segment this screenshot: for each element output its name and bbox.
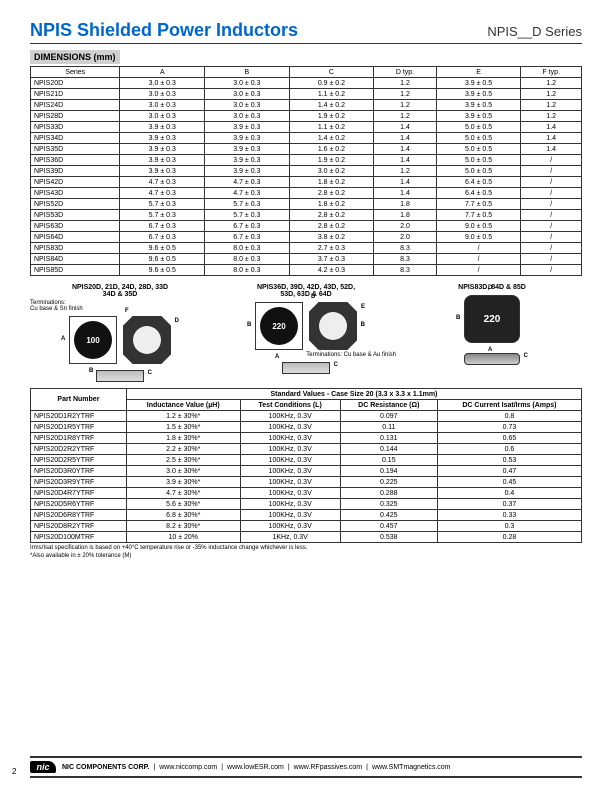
page-number: 2 <box>12 767 16 776</box>
table-row: NPIS33D3.9 ± 0.33.9 ± 0.31.1 ± 0.21.45.0… <box>31 122 582 133</box>
package-side-view <box>96 370 144 382</box>
table-row: NPIS20D1R5YTRF1.5 ± 30%*100KHz, 0.3V0.11… <box>31 422 582 433</box>
table-row: NPIS20D4R7YTRF4.7 ± 30%*100KHz, 0.3V0.28… <box>31 488 582 499</box>
table-row: NPIS20D100MTRF10 ± 20%1KHz, 0.3V0.5380.2… <box>31 532 582 543</box>
table-row: NPIS83D9.6 ± 0.58.0 ± 0.32.7 ± 0.38.3// <box>31 243 582 254</box>
col-inductance: Inductance Value (µH) <box>126 400 240 411</box>
table-row: NPIS20D8R2YTRF8.2 ± 30%*100KHz, 0.3V0.45… <box>31 521 582 532</box>
dimensions-table: SeriesABCD typ.EF typ. NPIS20D3.0 ± 0.33… <box>30 66 582 276</box>
dim-col: D typ. <box>374 67 437 78</box>
company-name: NIC COMPONENTS CORP. <box>62 764 149 771</box>
package-diagrams: NPIS20D, 21D, 24D, 28D, 33D 34D & 35D Te… <box>30 284 582 382</box>
package-side-view <box>282 362 330 374</box>
package-top-view: 100 <box>69 316 117 364</box>
table-row: NPIS39D3.9 ± 0.33.9 ± 0.33.0 ± 0.21.25.0… <box>31 166 582 177</box>
series-label: NPIS__D Series <box>487 24 582 39</box>
table-row: NPIS36D3.9 ± 0.33.9 ± 0.31.9 ± 0.21.45.0… <box>31 155 582 166</box>
table-row: NPIS64D6.7 ± 0.36.7 ± 0.33.8 ± 0.22.09.0… <box>31 232 582 243</box>
dim-col: Series <box>31 67 120 78</box>
standard-values-table: Part Number Standard Values - Case Size … <box>30 388 582 543</box>
table-row: NPIS28D3.0 ± 0.33.0 ± 0.31.9 ± 0.21.23.9… <box>31 111 582 122</box>
table-row: NPIS20D1R2YTRF1.2 ± 30%*100KHz, 0.3V0.09… <box>31 411 582 422</box>
termination-note-2: Terminations: Cu base & Au finish <box>216 352 396 358</box>
dim-col: C <box>289 67 374 78</box>
table-row: NPIS52D5.7 ± 0.35.7 ± 0.31.8 ± 0.21.87.7… <box>31 199 582 210</box>
table-row: NPIS20D6R8YTRF6.8 ± 30%*100KHz, 0.3V0.42… <box>31 510 582 521</box>
table-row: NPIS24D3.0 ± 0.33.0 ± 0.31.4 ± 0.21.23.9… <box>31 100 582 111</box>
package-pad-view <box>309 302 357 350</box>
diagram-group-3: NPIS83D, 84D & 85D 220 B A D C <box>402 284 582 382</box>
package-marking: 220 <box>260 307 298 345</box>
diagram-group-1: NPIS20D, 21D, 24D, 28D, 33D 34D & 35D Te… <box>30 284 210 382</box>
table-row: NPIS20D3R0YTRF3.0 ± 30%*100KHz, 0.3V0.19… <box>31 466 582 477</box>
table-row: NPIS20D2R2YTRF2.2 ± 30%*100KHz, 0.3V0.14… <box>31 444 582 455</box>
package-side-view <box>464 353 520 365</box>
table-row: NPIS43D4.7 ± 0.34.7 ± 0.32.8 ± 0.21.46.4… <box>31 188 582 199</box>
spec-note-2: *Also available in ± 20% tolerance (M) <box>30 553 582 559</box>
diagram-title-2: NPIS36D, 39D, 42D, 43D, 52D, 53D, 63D & … <box>216 284 396 298</box>
table-row: NPIS35D3.9 ± 0.33.9 ± 0.31.6 ± 0.21.45.0… <box>31 144 582 155</box>
package-pad-view: D F <box>123 316 171 364</box>
table-row: NPIS63D6.7 ± 0.36.7 ± 0.32.8 ± 0.22.09.0… <box>31 221 582 232</box>
col-part-number: Part Number <box>31 389 127 411</box>
table-row: NPIS20D2R5YTRF2.5 ± 30%*100KHz, 0.3V0.15… <box>31 455 582 466</box>
company-logo: nic <box>30 761 56 773</box>
page-title: NPIS Shielded Power Inductors <box>30 20 298 41</box>
package-top-view: 220 <box>255 302 303 350</box>
table-row: NPIS84D9.6 ± 0.58.0 ± 0.33.7 ± 0.38.3// <box>31 254 582 265</box>
table-row: NPIS85D9.6 ± 0.58.0 ± 0.34.2 ± 0.38.3// <box>31 265 582 276</box>
package-top-view: 220 <box>464 295 520 343</box>
diagram-title-1: NPIS20D, 21D, 24D, 28D, 33D 34D & 35D <box>30 284 210 298</box>
table-row: NPIS42D4.7 ± 0.34.7 ± 0.31.8 ± 0.21.46.4… <box>31 177 582 188</box>
spec-note-1: Irms/Isat specification is based on +40°… <box>30 545 582 551</box>
table-row: NPIS21D3.0 ± 0.33.0 ± 0.31.1 ± 0.21.23.9… <box>31 89 582 100</box>
diagram-group-2: NPIS36D, 39D, 42D, 43D, 52D, 53D, 63D & … <box>216 284 396 382</box>
std-title: Standard Values - Case Size 20 (3.3 x 3.… <box>126 389 581 400</box>
dim-col: F typ. <box>521 67 582 78</box>
package-marking: 100 <box>74 321 112 359</box>
dimensions-heading: DIMENSIONS (mm) <box>30 50 120 64</box>
page-footer: nic NIC COMPONENTS CORP. |www.niccomp.co… <box>30 756 582 778</box>
table-row: NPIS20D3.0 ± 0.33.0 ± 0.30.9 ± 0.21.23.9… <box>31 78 582 89</box>
col-dcr: DC Resistance (Ω) <box>340 400 437 411</box>
dim-col: B <box>205 67 290 78</box>
table-row: NPIS53D5.7 ± 0.35.7 ± 0.32.8 ± 0.21.87.7… <box>31 210 582 221</box>
col-dci: DC Current Isat/Irms (Amps) <box>437 400 581 411</box>
table-row: NPIS20D5R6YTRF5.6 ± 30%*100KHz, 0.3V0.32… <box>31 499 582 510</box>
col-test-cond: Test Conditions (L) <box>240 400 340 411</box>
table-row: NPIS34D3.9 ± 0.33.9 ± 0.31.4 ± 0.21.45.0… <box>31 133 582 144</box>
dim-col: E <box>436 67 521 78</box>
dim-col: A <box>120 67 205 78</box>
termination-note-1: Terminations: Cu base & Sn finish <box>30 300 210 312</box>
table-row: NPIS20D1R8YTRF1.8 ± 30%*100KHz, 0.3V0.13… <box>31 433 582 444</box>
table-row: NPIS20D3R9YTRF3.9 ± 30%*100KHz, 0.3V0.22… <box>31 477 582 488</box>
